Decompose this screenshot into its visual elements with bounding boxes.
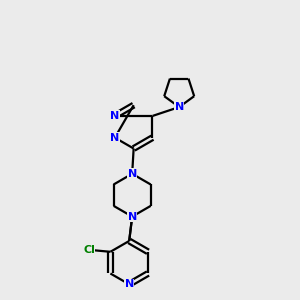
Text: N: N [124, 279, 134, 289]
Text: N: N [128, 212, 137, 222]
Text: N: N [110, 111, 119, 121]
Text: N: N [128, 169, 137, 179]
Text: N: N [110, 133, 119, 143]
Text: Cl: Cl [83, 245, 95, 255]
Text: N: N [175, 102, 184, 112]
